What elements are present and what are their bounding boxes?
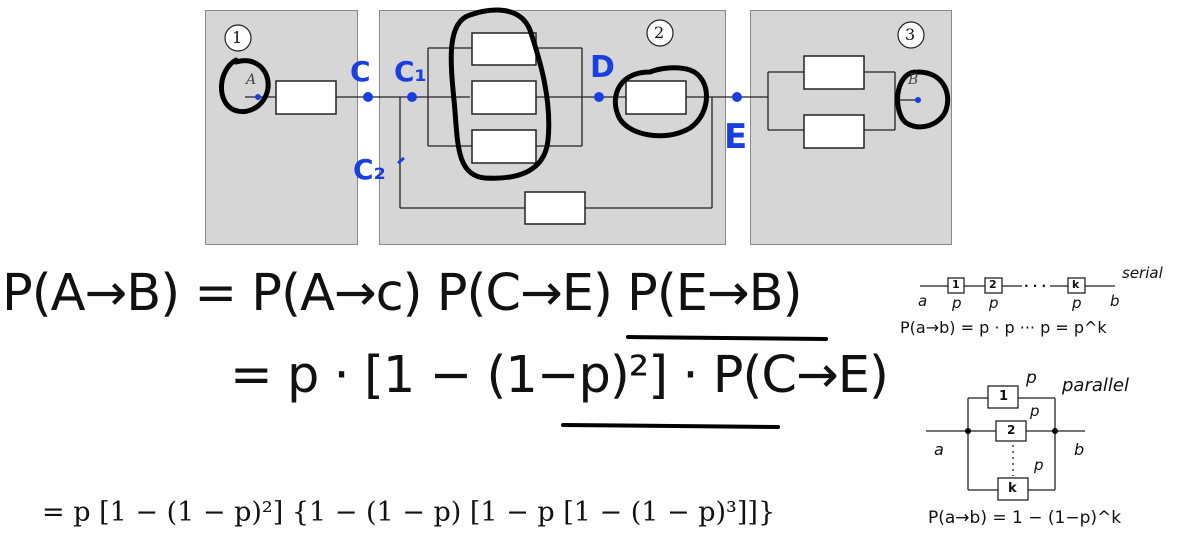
- node-label-a: A: [246, 72, 257, 88]
- serial-title: serial: [1122, 264, 1163, 282]
- parallel-p-top: p: [1026, 368, 1037, 388]
- component-box-a: [275, 80, 337, 115]
- serial-box-1: [947, 277, 965, 294]
- parallel-box-2-label: 2: [1007, 423, 1016, 437]
- parallel-p-mid: p: [1030, 402, 1040, 420]
- parallel-p-low: p: [1034, 456, 1044, 474]
- circle-mark-d: [612, 65, 709, 139]
- circle-mark-b: [895, 69, 951, 130]
- serial-p1: p: [952, 294, 962, 312]
- serial-b: b: [1110, 292, 1120, 310]
- component-box-b-lower: [803, 114, 865, 149]
- equation-line-1: P(A→B) = P(A→c) P(C→E) P(E→B): [2, 264, 803, 323]
- node-label-d: D: [590, 50, 615, 85]
- serial-dots: · · ·: [1024, 279, 1047, 293]
- parallel-a: a: [934, 440, 944, 459]
- component-box-d: [625, 80, 687, 115]
- node-dot-b: [915, 97, 921, 103]
- equation-line-3: = p [1 − (1 − p)²] {1 − (1 − p) [1 − p […: [42, 497, 776, 528]
- node-label-c: C: [350, 55, 371, 88]
- node-dot-a: [255, 94, 261, 100]
- component-box-parallel-3: [471, 129, 537, 164]
- region-2-marker: [646, 19, 674, 47]
- serial-p2: p: [989, 294, 999, 312]
- serial-box-k-label: k: [1072, 278, 1080, 291]
- serial-pk: p: [1072, 294, 1082, 312]
- serial-a: a: [918, 292, 928, 310]
- equation-line-2: = p · [1 − (1−p)²] · P(C→E): [230, 346, 889, 405]
- region-1-marker: [224, 24, 252, 52]
- component-box-b-upper: [803, 55, 865, 90]
- parallel-box-k-label: k: [1008, 481, 1017, 496]
- parallel-box-2: [995, 420, 1027, 442]
- parallel-box-1: [987, 385, 1019, 409]
- parallel-dot-a: [965, 428, 971, 434]
- serial-box-2: [984, 277, 1003, 294]
- serial-formula: P(a→b) = p · p ··· p = p^k: [900, 318, 1107, 337]
- node-tick-c2: [397, 156, 405, 165]
- node-label-c2: C₂: [353, 153, 386, 186]
- circle-mark-parallel: [448, 7, 552, 181]
- serial-box-2-label: 2: [989, 278, 997, 291]
- serial-box-k: [1067, 277, 1086, 294]
- node-label-c1: C₁: [394, 55, 427, 88]
- parallel-dot-b: [1052, 428, 1058, 434]
- node-label-b: B: [908, 72, 919, 88]
- serial-box-1-label: 1: [952, 278, 960, 291]
- parallel-box-k: [997, 477, 1029, 501]
- parallel-title: parallel: [1062, 375, 1129, 396]
- region-2-number: 2: [654, 23, 665, 42]
- component-box-parallel-1: [471, 32, 537, 66]
- node-dot-d: [594, 92, 604, 102]
- underline-eq2: [561, 423, 780, 429]
- node-dot-c: [363, 92, 373, 102]
- parallel-box-1-label: 1: [999, 389, 1009, 404]
- node-dot-e: [732, 92, 742, 102]
- node-label-e: E: [724, 117, 748, 157]
- region-3-number: 3: [905, 25, 916, 44]
- region-3-marker: [897, 21, 925, 49]
- component-box-bypass: [524, 191, 586, 225]
- node-dot-c1: [407, 92, 417, 102]
- parallel-formula: P(a→b) = 1 − (1−p)^k: [928, 508, 1122, 528]
- component-box-parallel-2: [471, 80, 537, 115]
- circle-mark-a: [219, 57, 271, 114]
- underline-eq1: [626, 335, 828, 341]
- parallel-b: b: [1074, 440, 1085, 459]
- region-1-number: 1: [232, 28, 243, 47]
